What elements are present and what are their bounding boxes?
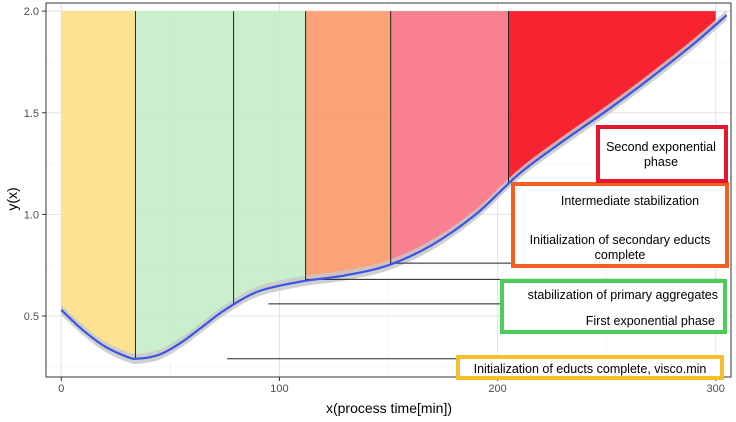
- annotation-text-stab-primary: stabilization of primary aggregates: [528, 288, 718, 302]
- annotation-box-second-exp: [596, 125, 728, 183]
- phase-region-3: [233, 11, 306, 305]
- x-tick-label: 200: [488, 383, 506, 395]
- annotation-stab-primary: stabilization of primary aggregates: [528, 288, 718, 302]
- y-tick-label: 1.0: [24, 209, 39, 221]
- annotation-educts: Initialization of educts complete, visco…: [456, 355, 724, 380]
- annotation-init-secondary: Initialization of secondary eductscomple…: [511, 182, 729, 268]
- annotation-intermediate: Intermediate stabilization: [561, 194, 699, 208]
- smoothed-line: [60, 14, 728, 360]
- annotation-text-second-exp: Second exponential: [606, 140, 716, 154]
- phase-regions: [61, 11, 716, 359]
- annotation-text-intermediate: Intermediate stabilization: [561, 194, 699, 208]
- annotation-boxes: Initialization of educts complete, visco…: [456, 125, 729, 380]
- y-axis-title: y(x): [4, 187, 20, 210]
- y-tick-label: 1.5: [24, 108, 39, 120]
- annotation-text-second-exp: phase: [644, 155, 678, 169]
- x-tick-label: 100: [270, 383, 288, 395]
- annotation-box-first-exp: [500, 279, 727, 334]
- annotation-first-exp: First exponential phase: [500, 279, 727, 334]
- annotation-text-init-secondary: Initialization of secondary educts: [530, 233, 711, 247]
- phase-region-1: [61, 11, 136, 359]
- annotation-box-educts: [456, 355, 724, 380]
- x-axis-title: x(process time[min]): [326, 400, 452, 416]
- axis-ticks: 0 100 200 300 0.5 1.0 1.5 2.0: [24, 6, 725, 395]
- y-tick-label: 0.5: [24, 311, 39, 323]
- annotation-box-init-secondary: [511, 182, 729, 268]
- annotation-text-init-secondary: complete: [595, 248, 646, 262]
- smoothed-curve: [60, 14, 728, 360]
- phase-region-5: [390, 11, 509, 265]
- x-tick-label: 0: [58, 383, 64, 395]
- phase-region-2: [135, 11, 234, 359]
- plot-panel-border: [45, 2, 732, 378]
- annotation-text-educts: Initialization of educts complete, visco…: [474, 362, 707, 376]
- phase-region-4: [305, 11, 391, 281]
- y-tick-label: 2.0: [24, 6, 39, 18]
- annotation-text-first-exp: First exponential phase: [586, 314, 715, 328]
- phase-boundary-lines: [134, 11, 509, 359]
- x-tick-label: 300: [707, 383, 725, 395]
